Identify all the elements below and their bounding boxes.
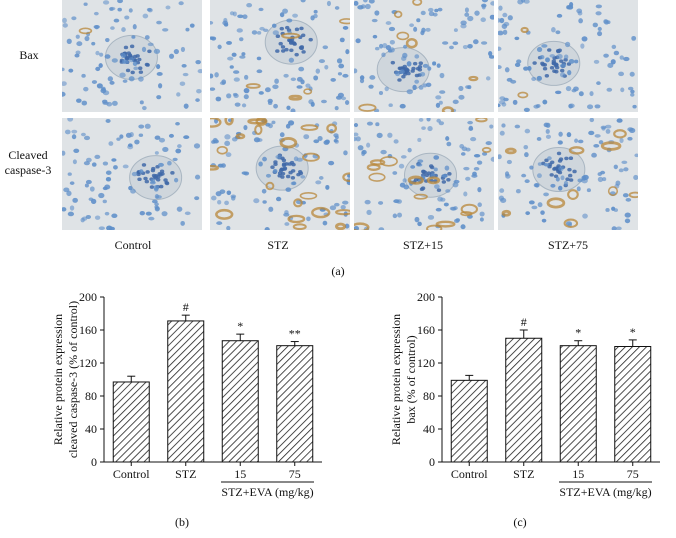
x-tick-label: STZ (175, 467, 196, 481)
y-axis-label-line1: Relative protein expression (51, 314, 65, 445)
bar (450, 379, 488, 463)
bar (614, 346, 652, 463)
y-tick-label: 40 (85, 422, 97, 436)
x-tick-label: 15 (234, 467, 246, 481)
group-label: STZ+EVA (mg/kg) (559, 485, 651, 499)
x-tick-label: Control (451, 467, 488, 481)
panel-label-c: (c) (513, 515, 526, 529)
y-tick-label: 200 (417, 290, 435, 304)
column-label-stz: STZ (267, 238, 289, 252)
micrograph-bax-control (62, 0, 202, 112)
y-tick-label: 160 (79, 323, 97, 337)
x-tick-label: STZ (513, 467, 534, 481)
group-label: STZ+EVA (mg/kg) (221, 485, 313, 499)
x-tick-label: Control (113, 467, 150, 481)
micrograph-cleaved-caspase-3-stz (210, 118, 350, 230)
bar-chart-cleaved-caspase-3: 0 40 80 120 160 200 Control # STZ * 15 ** 75 STZ+EVA … (51, 290, 322, 529)
y-tick-label: 200 (79, 290, 97, 304)
row-label-cleaved-caspase-3: Cleaved caspase-3 (4, 148, 52, 177)
x-tick-label: 75 (627, 467, 639, 481)
column-label-stz-15: STZ+15 (402, 238, 444, 252)
y-tick-label: 160 (417, 323, 435, 337)
bar (221, 340, 259, 463)
significance-marker: * (575, 326, 581, 340)
column-label-stz-75: STZ+75 (547, 238, 589, 252)
y-tick-label: 0 (429, 455, 435, 469)
y-axis-label-line2: bax (% of control) (404, 335, 418, 423)
bar-chart-bax: 0 40 80 120 160 200 Control # STZ * 15 * 75 STZ+EVA (… (389, 290, 660, 529)
y-tick-label: 80 (85, 389, 97, 403)
y-tick-label: 120 (417, 356, 435, 370)
row-label-bax: Bax (19, 48, 39, 62)
micrograph-cleaved-caspase-3-stz-15 (354, 118, 494, 230)
micrograph-bax-stz-15 (354, 0, 494, 112)
significance-marker: * (630, 325, 636, 339)
micrograph-panel-a: Bax Cleaved caspase-3 Control STZ STZ+15… (4, 0, 638, 278)
bar (505, 337, 543, 463)
column-label-control: Control (114, 238, 152, 252)
bar (276, 345, 314, 463)
micrograph-bax-stz (210, 0, 350, 112)
micrograph-bax-stz-75 (498, 0, 638, 112)
bar (559, 345, 597, 463)
micrograph-cleaved-caspase-3-control (62, 118, 202, 230)
micrograph-cleaved-caspase-3-stz-75 (498, 118, 638, 230)
panel-label-b: (b) (175, 515, 189, 529)
x-tick-label: 15 (572, 467, 584, 481)
bar (167, 320, 205, 463)
significance-marker: # (183, 300, 189, 314)
significance-marker: # (521, 315, 527, 329)
y-axis-label-line2: cleaved caspase-3 (% of control) (66, 301, 80, 458)
y-tick-label: 80 (423, 389, 435, 403)
significance-marker: * (237, 319, 243, 333)
y-tick-label: 40 (423, 422, 435, 436)
x-tick-label: 75 (289, 467, 301, 481)
y-axis-label-line1: Relative protein expression (389, 314, 403, 445)
significance-marker: ** (289, 327, 301, 341)
bar (112, 381, 150, 463)
panel-label-a: (a) (331, 264, 345, 278)
y-tick-label: 0 (91, 455, 97, 469)
y-tick-label: 120 (79, 356, 97, 370)
